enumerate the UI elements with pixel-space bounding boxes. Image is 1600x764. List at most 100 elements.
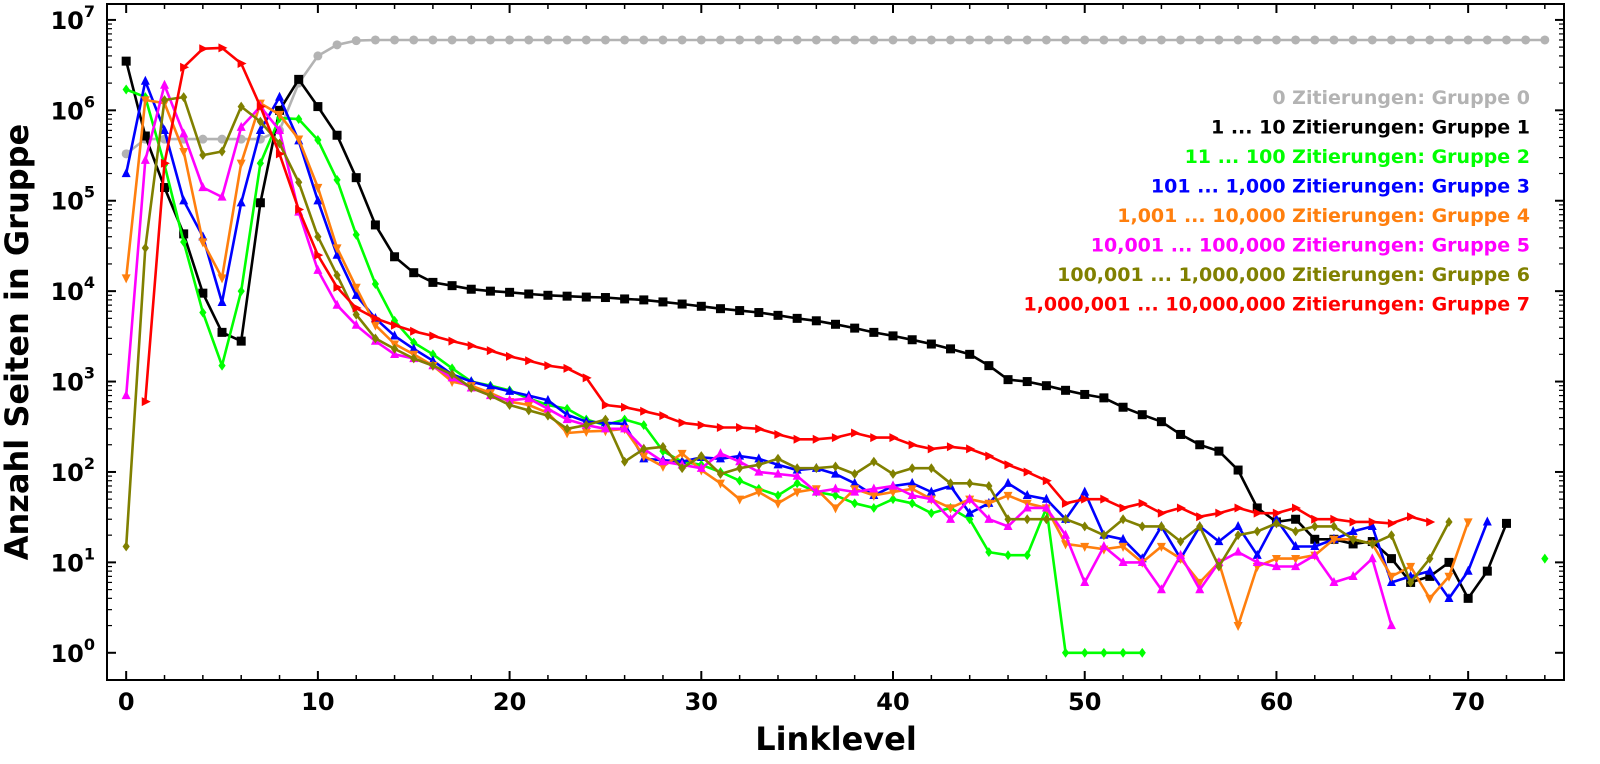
series-1-point (1003, 375, 1013, 385)
series-1-point (1425, 571, 1435, 581)
series-4-point (773, 499, 783, 509)
series-7-point (678, 418, 688, 428)
series-0-point (639, 35, 649, 45)
series-5-point (562, 414, 572, 424)
series-3-point (965, 507, 975, 517)
x-tick-label-60: 60 (1260, 688, 1293, 716)
series-5-point (217, 191, 227, 201)
series-0-point (390, 35, 400, 45)
series-6-point (352, 309, 360, 320)
series-7-point (563, 363, 573, 373)
series-1-point (1233, 465, 1243, 475)
series-6-point (774, 453, 782, 464)
y-tick-label-4: 104 (50, 273, 95, 306)
series-1-point (447, 281, 457, 291)
series-1-point (1386, 554, 1396, 564)
series-7-point (621, 402, 631, 412)
series-4-point (1233, 621, 1243, 631)
series-0-point (677, 35, 687, 45)
series-5-point (332, 299, 342, 309)
series-6-point (621, 456, 629, 467)
series-0-point (543, 35, 553, 45)
series-7-point (544, 361, 554, 371)
series-6-point (966, 478, 974, 489)
series-7-point (295, 205, 305, 215)
series-6-point (1157, 521, 1166, 532)
series-3-point (1463, 565, 1473, 575)
series-2-point (640, 420, 648, 431)
series-6-point (141, 243, 149, 253)
series-0-point (620, 35, 630, 45)
series-1-point (390, 252, 400, 262)
series-1-point (677, 299, 687, 309)
y-tick-label-6: 106 (50, 92, 95, 125)
series-5-point (1386, 620, 1396, 630)
series-0-point (217, 134, 227, 144)
series-0-point (466, 35, 476, 45)
series-4-point (831, 504, 840, 514)
series-3-point (1367, 520, 1377, 530)
series-4-point (236, 159, 246, 169)
series-3-point (1214, 536, 1224, 546)
series-1-point (696, 301, 706, 311)
legend-entry-4: 1,001 ... 10,000 Zitierungen: Gruppe 4 (1117, 205, 1530, 227)
series-5-point (1329, 577, 1339, 587)
series-5-point (1061, 529, 1071, 539)
series-4-point (121, 274, 131, 284)
series-7-point (1023, 467, 1033, 477)
series-5-point (1003, 520, 1013, 530)
series-3-point (160, 124, 170, 134)
series-6-point (1119, 514, 1127, 525)
series-0-point (332, 40, 342, 50)
series-6-point (1081, 521, 1089, 532)
series-0-point (696, 35, 706, 45)
series-5-point (1176, 549, 1186, 559)
y-tick-label-1: 101 (50, 544, 95, 577)
series-7-point (889, 433, 899, 443)
series-5-point (1137, 556, 1147, 566)
series-1-point (581, 292, 591, 302)
legend-entry-2: 11 ... 100 Zitierungen: Gruppe 2 (1185, 146, 1530, 168)
series-3-point (1310, 541, 1320, 551)
series-7-point (275, 149, 285, 159)
series-6-point (1292, 526, 1300, 537)
series-0-point (1156, 35, 1166, 45)
series-3-point (255, 124, 265, 134)
series-0-point (1444, 35, 1454, 45)
series-0-point (869, 35, 879, 45)
series-7-point (716, 423, 726, 433)
series-4-point (792, 488, 802, 498)
series-7-point (1100, 494, 1110, 504)
series-6-point (1196, 521, 1204, 532)
series-6-point (736, 463, 744, 474)
series-7-point (966, 444, 976, 454)
series-0-point (1425, 35, 1435, 45)
series-0-point (1176, 35, 1186, 45)
y-axis-title: Anzahl Seiten in Gruppe (0, 124, 36, 561)
series-1-point (428, 277, 438, 287)
series-5-point (696, 462, 706, 472)
series-7-point (870, 433, 880, 443)
series-7-point (1272, 508, 1282, 518)
series-5-point (811, 486, 821, 496)
series-7-point (1042, 476, 1052, 486)
series-5-point (313, 264, 323, 274)
series-3-point (831, 468, 840, 478)
series-1-point (984, 361, 994, 371)
series-5-point (179, 128, 189, 138)
series-0-point (926, 35, 936, 45)
series-5-point (984, 513, 994, 523)
series-layer (121, 35, 1550, 658)
series-6-point (755, 459, 763, 470)
series-6-point (908, 463, 916, 474)
series-1-point (255, 198, 265, 208)
series-1-point (946, 344, 956, 354)
series-6-point (525, 405, 533, 416)
series-2-point (1138, 647, 1146, 658)
series-0-point (773, 35, 783, 45)
series-6-line (124, 95, 1451, 584)
series-1-point (160, 183, 170, 193)
series-5-point (1271, 561, 1281, 571)
series-4-point (581, 427, 591, 437)
series-2-point (927, 508, 935, 519)
